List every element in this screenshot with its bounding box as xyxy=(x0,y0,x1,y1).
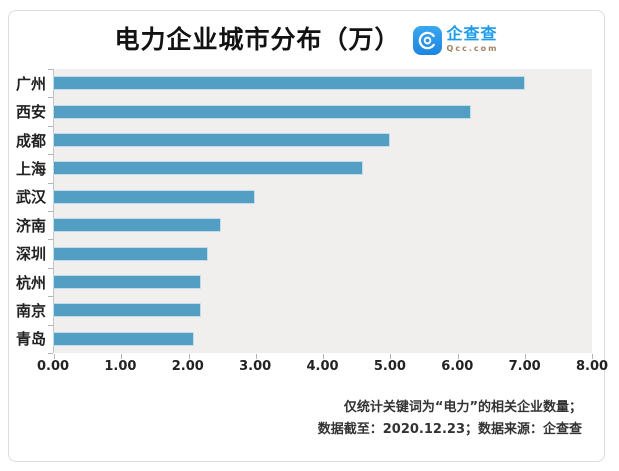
category-label: 青岛 xyxy=(15,330,46,349)
x-axis-tick xyxy=(390,354,392,359)
x-axis-tick-label: 5.00 xyxy=(373,359,406,374)
category-label: 上海 xyxy=(15,159,46,178)
chart-header: 电力企业城市分布（万） 企查查 Qcc.com xyxy=(9,23,604,57)
y-axis-tick xyxy=(48,211,53,212)
y-axis-tick xyxy=(48,324,53,326)
y-axis-tick xyxy=(48,239,53,241)
x-axis-tick-label: 7.00 xyxy=(508,359,541,374)
bar xyxy=(53,133,390,148)
y-axis-tick xyxy=(48,97,53,99)
bar xyxy=(53,331,195,346)
x-axis-tick-label: 1.00 xyxy=(104,359,137,374)
category-label: 杭州 xyxy=(15,273,46,292)
table-row: 广州 xyxy=(9,69,592,97)
table-row: 南京 xyxy=(9,296,592,324)
bar xyxy=(53,161,363,176)
x-axis-tick xyxy=(592,354,593,359)
x-axis-tick xyxy=(188,354,190,359)
y-axis-tick xyxy=(48,182,53,184)
bar-track xyxy=(53,183,592,211)
y-axis-tick xyxy=(48,267,53,269)
chart-title: 电力企业城市分布（万） xyxy=(114,25,401,54)
bar-track xyxy=(53,239,592,267)
bar xyxy=(53,275,202,290)
qcc-logo-icon xyxy=(412,26,442,55)
x-axis-tick xyxy=(323,354,324,359)
bar-track xyxy=(53,325,592,353)
bar-track xyxy=(53,268,592,296)
category-label: 广州 xyxy=(15,74,46,93)
bar xyxy=(53,104,471,119)
category-label: 西安 xyxy=(15,103,46,122)
bar-track xyxy=(53,211,592,239)
x-axis-tick-label: 4.00 xyxy=(306,359,339,374)
x-axis-tick xyxy=(54,354,55,359)
bar-track xyxy=(53,97,592,125)
qcc-brand-name: 企查查 xyxy=(446,24,498,43)
category-label: 济南 xyxy=(15,216,46,235)
table-row: 济南 xyxy=(9,211,592,239)
category-label: 深圳 xyxy=(15,245,46,264)
table-row: 西安 xyxy=(9,97,592,125)
y-axis-tick xyxy=(48,154,53,156)
category-label: 南京 xyxy=(15,301,46,320)
x-axis-tick xyxy=(255,354,257,359)
y-axis-tick xyxy=(48,69,53,70)
table-row: 深圳 xyxy=(9,239,592,267)
footnote-line2: 数据截至：2020.12.23；数据来源：企查查 xyxy=(317,422,582,437)
footnote: 仅统计关键词为“电力”的相关企业数量； 数据截至：2020.12.23；数据来源… xyxy=(318,397,582,441)
y-axis-tick xyxy=(48,125,53,127)
bar-rows: 广州西安成都上海武汉济南深圳杭州南京青岛 xyxy=(9,69,592,353)
x-axis-tick-label: 0.00 xyxy=(36,359,70,374)
x-axis-tick xyxy=(121,354,123,359)
x-axis-tick-label: 3.00 xyxy=(239,359,272,374)
category-label: 武汉 xyxy=(15,188,46,207)
x-axis-tick-label: 2.00 xyxy=(171,359,204,374)
table-row: 上海 xyxy=(9,154,592,182)
x-axis-tick xyxy=(524,354,526,359)
x-axis-tick-label: 6.00 xyxy=(441,359,474,374)
bar xyxy=(53,303,202,318)
bar-chart: 广州西安成都上海武汉济南深圳杭州南京青岛 0.00 1.00 2.00 3.00 4.0… xyxy=(9,69,608,389)
qcc-brand-domain: Qcc.com xyxy=(446,44,499,53)
bar xyxy=(53,246,208,261)
bar xyxy=(53,189,256,204)
y-axis-tick xyxy=(48,353,53,354)
table-row: 成都 xyxy=(9,126,592,154)
bar-track xyxy=(53,154,592,182)
chart-card: 电力企业城市分布（万） 企查查 Qcc.com 广州西安成都上海武汉济南深圳杭州… xyxy=(8,10,608,462)
table-row: 武汉 xyxy=(9,183,592,211)
bar-track xyxy=(53,69,592,97)
qcc-brand: 企查查 Qcc.com xyxy=(412,26,499,55)
bar xyxy=(53,76,525,91)
x-axis-tick xyxy=(457,354,459,359)
category-label: 成都 xyxy=(15,131,46,150)
y-axis-tick xyxy=(48,296,53,298)
bar xyxy=(53,218,222,233)
table-row: 杭州 xyxy=(9,268,592,296)
qcc-brand-text: 企查查 Qcc.com xyxy=(447,26,499,53)
footnote-line1: 仅统计关键词为“电力”的相关企业数量； xyxy=(343,400,582,415)
x-axis-labels: 0.00 1.00 2.00 3.00 4.00 5.00 6.00 7.00 8.00 xyxy=(37,359,608,379)
bar-track xyxy=(53,296,592,324)
table-row: 青岛 xyxy=(9,325,592,353)
bar-track xyxy=(53,126,592,154)
x-axis-tick-label: 8.00 xyxy=(575,359,609,374)
